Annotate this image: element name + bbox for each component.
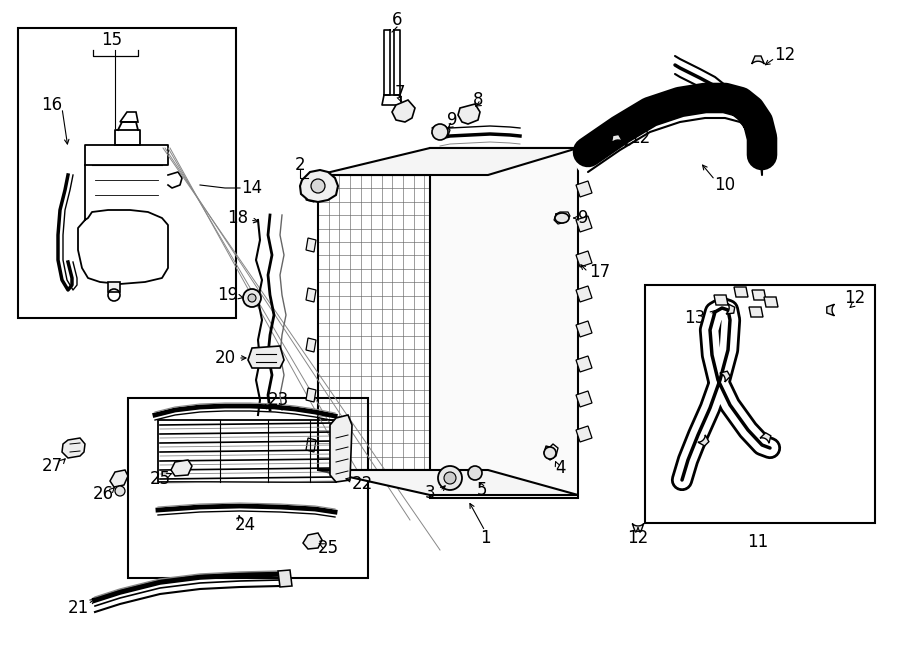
Polygon shape	[576, 286, 592, 302]
Text: 4: 4	[554, 459, 565, 477]
Polygon shape	[760, 433, 770, 444]
Text: 25: 25	[318, 539, 338, 557]
Text: 12: 12	[629, 129, 651, 147]
Text: 7: 7	[395, 84, 405, 102]
Bar	[158, 420, 336, 482]
Polygon shape	[306, 438, 316, 452]
Bar	[645, 285, 875, 523]
Ellipse shape	[555, 213, 569, 223]
Circle shape	[438, 466, 462, 490]
Polygon shape	[306, 188, 316, 202]
Polygon shape	[633, 524, 643, 531]
Polygon shape	[720, 371, 730, 382]
Polygon shape	[303, 533, 322, 549]
Polygon shape	[827, 305, 834, 316]
Circle shape	[311, 179, 325, 193]
Circle shape	[444, 472, 456, 484]
Text: 27: 27	[41, 457, 63, 475]
Polygon shape	[576, 181, 592, 197]
Polygon shape	[110, 470, 128, 487]
Polygon shape	[576, 321, 592, 337]
Text: 11: 11	[747, 533, 769, 551]
Polygon shape	[726, 304, 734, 314]
Polygon shape	[698, 435, 709, 446]
Text: 19: 19	[218, 286, 238, 304]
Polygon shape	[306, 238, 316, 252]
Polygon shape	[318, 470, 578, 495]
Polygon shape	[392, 100, 415, 122]
Polygon shape	[300, 170, 338, 202]
Bar	[430, 148, 578, 498]
Polygon shape	[749, 307, 763, 317]
Circle shape	[432, 124, 448, 140]
Polygon shape	[306, 338, 316, 352]
Polygon shape	[752, 290, 766, 300]
Text: 21: 21	[68, 599, 88, 617]
Bar	[128, 398, 368, 578]
Polygon shape	[611, 134, 623, 144]
Polygon shape	[576, 391, 592, 407]
Text: 12: 12	[627, 529, 649, 547]
Text: 25: 25	[149, 470, 171, 488]
Polygon shape	[458, 104, 480, 124]
Circle shape	[115, 486, 125, 496]
Polygon shape	[752, 56, 764, 64]
Text: 5: 5	[477, 481, 487, 499]
Text: 3: 3	[425, 484, 436, 502]
Text: 2: 2	[294, 156, 305, 174]
Polygon shape	[330, 415, 352, 482]
Text: 9: 9	[446, 111, 457, 129]
Polygon shape	[734, 287, 748, 297]
Text: 16: 16	[41, 96, 63, 114]
Circle shape	[243, 289, 261, 307]
Circle shape	[248, 294, 256, 302]
Polygon shape	[764, 297, 778, 307]
Polygon shape	[306, 388, 316, 402]
Polygon shape	[62, 438, 85, 458]
Text: 10: 10	[715, 176, 735, 194]
Polygon shape	[306, 288, 316, 302]
Polygon shape	[248, 346, 284, 368]
Circle shape	[468, 466, 482, 480]
Polygon shape	[171, 460, 192, 476]
Polygon shape	[714, 295, 728, 305]
Text: 8: 8	[472, 91, 483, 109]
Text: 15: 15	[102, 31, 122, 49]
Text: 22: 22	[351, 475, 373, 493]
Bar	[318, 175, 488, 470]
Text: 26: 26	[93, 485, 113, 503]
Polygon shape	[576, 251, 592, 267]
Polygon shape	[576, 426, 592, 442]
Text: 12: 12	[844, 289, 866, 307]
Text: 18: 18	[228, 209, 248, 227]
Polygon shape	[576, 216, 592, 232]
Text: 20: 20	[214, 349, 236, 367]
Text: 13: 13	[684, 309, 706, 327]
Text: 12: 12	[774, 46, 796, 64]
Text: 14: 14	[241, 179, 263, 197]
Text: 9: 9	[578, 209, 589, 227]
Polygon shape	[108, 282, 120, 292]
Circle shape	[544, 447, 556, 459]
Polygon shape	[318, 148, 578, 175]
Text: 23: 23	[267, 391, 289, 409]
Text: 6: 6	[392, 11, 402, 29]
Polygon shape	[576, 356, 592, 372]
Text: 24: 24	[234, 516, 256, 534]
Text: 17: 17	[590, 263, 610, 281]
Text: 1: 1	[480, 529, 491, 547]
Polygon shape	[278, 570, 292, 587]
Bar	[18, 28, 236, 318]
